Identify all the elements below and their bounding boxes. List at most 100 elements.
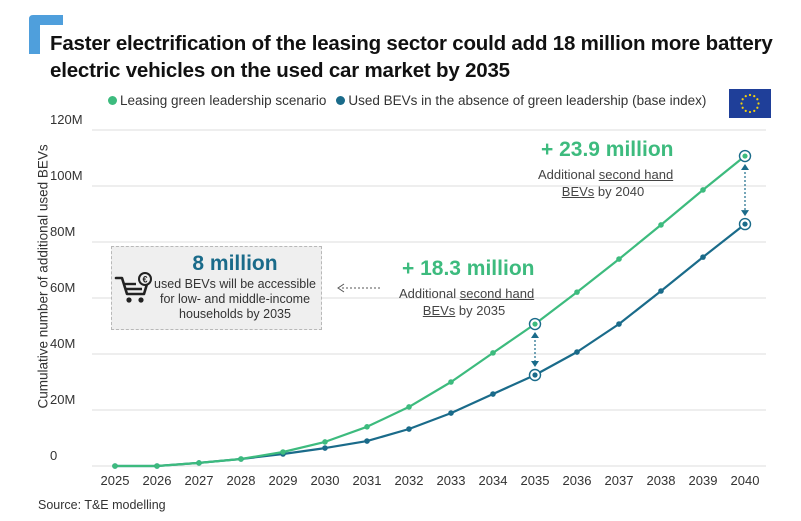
legend-marker-base [336,96,346,105]
data-point-green [616,256,622,262]
x-tick-label: 2027 [185,473,214,488]
y-tick-label: 100M [50,168,83,183]
data-point-base [700,254,706,260]
callout-headline: 8 million [192,252,278,275]
difference-arrow-head-down [741,210,749,217]
x-tick-label: 2038 [647,473,676,488]
legend-label-green: Leasing green leadership scenario [120,93,327,108]
annotation-2040-underlined-2: BEVs [561,184,595,199]
annotation-2035-text: Additional second hand BEVs by 2035 [399,285,534,319]
eu-flag-star [748,110,752,114]
data-point-green [700,187,706,193]
data-point-green [280,449,286,455]
legend-item-green: Leasing green leadership scenario [108,93,326,108]
difference-arrow-head-down [531,361,539,367]
series-line-green-leadership [115,155,746,468]
highlight-point-green [742,153,748,159]
y-tick-label: 20M [50,392,75,407]
data-point-base [364,438,370,444]
x-tick-label: 2029 [269,473,298,488]
eu-flag-star [753,109,756,112]
y-tick-label: 60M [50,280,75,295]
shopping-cart-euro-icon: € [114,272,152,303]
x-tick-label: 2026 [143,473,172,488]
data-point-green [490,350,496,356]
data-point-base [448,410,454,416]
x-tick-label: 2025 [101,473,130,488]
data-point-green [364,424,370,430]
callout-line-3: households by 2035 [179,307,291,321]
callout-description: used BEVs will be accessible for low- an… [152,277,318,322]
x-tick-label: 2036 [563,473,592,488]
x-tick-label: 2033 [437,473,466,488]
annotation-2035-prefix: Additional [399,286,460,301]
data-point-base [406,426,412,432]
x-tick-label: 2034 [479,473,508,488]
svg-text:€: € [142,275,147,285]
x-tick-label: 2030 [311,473,340,488]
difference-arrow-head-up [741,164,749,171]
eu-flag-star [740,102,743,105]
highlight-point-green [532,321,538,327]
data-point-base [322,445,328,451]
data-point-green [196,460,202,466]
y-tick-label: 0 [50,448,57,463]
data-point-base [616,321,622,327]
annotation-2035-headline: + 18.3 million [402,257,535,280]
annotation-2035-underlined-1: second hand [459,286,535,301]
annotation-2040-underlined-1: second hand [598,167,674,182]
eu-flag-star [744,95,747,98]
data-point-base [658,288,664,294]
data-point-base [490,391,496,397]
x-tick-label: 2037 [605,473,634,488]
brand-corner-mark [29,15,63,54]
legend-item-base: Used BEVs in the absence of green leader… [336,93,706,108]
annotation-2040-text: Additional second hand BEVs by 2040 [538,166,673,200]
annotation-2035-underlined-2: BEVs [422,303,456,318]
data-point-green [238,456,244,462]
data-point-green [112,463,118,469]
eu-flag-star [741,98,744,101]
eu-flag-star [756,98,759,101]
eu-flag-star [756,106,759,109]
data-point-green [574,289,580,295]
annotation-2040-suffix: by 2040 [594,184,645,199]
eu-flag-star [757,102,760,105]
data-point-green [322,439,328,445]
x-tick-label: 2035 [521,473,550,488]
highlight-point-base [742,221,748,227]
difference-arrow-head-up [531,332,539,339]
callout-pointer-arrow [337,283,382,293]
callout-box [111,246,322,330]
eu-flag-star [748,93,752,97]
highlight-point-base [532,372,538,378]
chart-title: Faster electrification of the leasing se… [50,32,773,82]
data-point-green [154,463,160,469]
eu-flag-star [744,109,747,112]
legend: Leasing green leadership scenario Used B… [108,93,710,108]
y-tick-label: 120M [50,112,83,127]
x-tick-label: 2032 [395,473,424,488]
data-point-green [406,404,412,410]
eu-flag-star [741,106,744,109]
x-tick-label: 2028 [227,473,256,488]
x-tick-label: 2040 [731,473,760,488]
data-point-green [448,379,454,385]
annotation-2040-headline: + 23.9 million [541,138,674,161]
legend-label-base: Used BEVs in the absence of green leader… [348,93,707,108]
y-tick-label: 80M [50,224,75,239]
data-point-green [658,222,664,228]
y-tick-label: 40M [50,336,75,351]
eu-flag-star [753,95,756,98]
x-tick-label: 2039 [689,473,718,488]
callout-line-2: for low- and middle-income [159,292,311,306]
eu-flag-icon [729,89,771,118]
x-tick-label: 2031 [353,473,382,488]
legend-marker-green [108,96,117,105]
annotation-2035-suffix: by 2035 [455,303,506,318]
source-note: Source: T&E modelling [38,498,166,512]
callout-line-1: used BEVs will be accessible [154,277,316,291]
data-point-base [574,349,580,355]
annotation-2040-prefix: Additional [538,167,599,182]
